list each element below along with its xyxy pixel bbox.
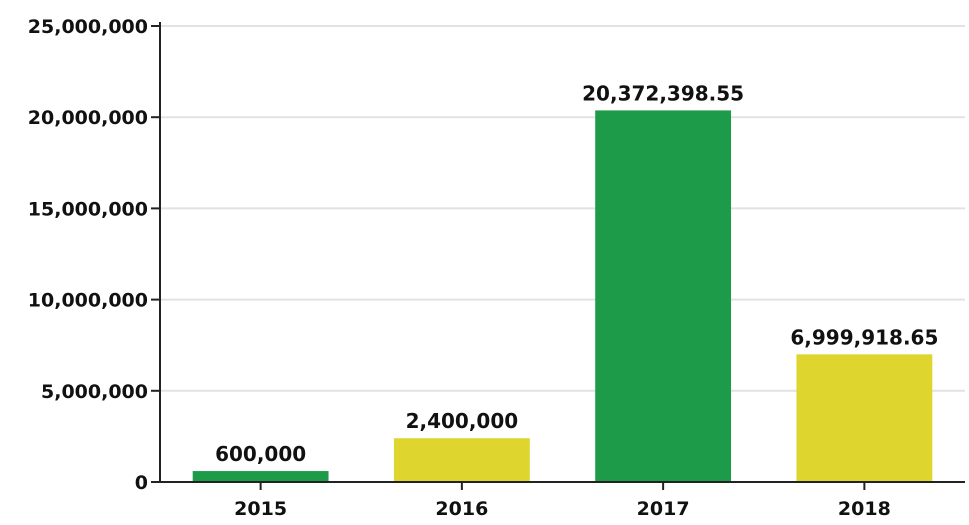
bar-2016: [393, 438, 530, 482]
x-tick-label: 2018: [838, 498, 891, 520]
data-label-2017: 20,372,398.55: [582, 81, 744, 105]
y-tick-label: 5,000,000: [41, 381, 148, 403]
axes: 0 5,000,000 10,000,000 15,000,000 20,000,000…: [28, 16, 965, 520]
x-tick-label: 2015: [234, 498, 287, 520]
data-label-2015: 600,000: [215, 442, 306, 466]
data-label-2018: 6,999,918.65: [790, 325, 938, 349]
y-tick-label: 0: [135, 472, 148, 494]
bar-2018: [796, 354, 933, 482]
data-label-2016: 2,400,000: [406, 409, 519, 433]
bar-2017: [595, 110, 732, 483]
x-tick-label: 2017: [637, 498, 690, 520]
y-tick-label: 20,000,000: [28, 107, 148, 129]
data-labels: 600,000 2,400,000 20,372,398.55 6,999,918.6…: [215, 81, 938, 466]
y-tick-label: 15,000,000: [28, 198, 148, 220]
y-tick-label: 25,000,000: [28, 16, 148, 38]
bars: [192, 110, 933, 483]
x-tick-label: 2016: [435, 498, 488, 520]
bar-2015: [192, 471, 329, 482]
y-tick-label: 10,000,000: [28, 290, 148, 312]
